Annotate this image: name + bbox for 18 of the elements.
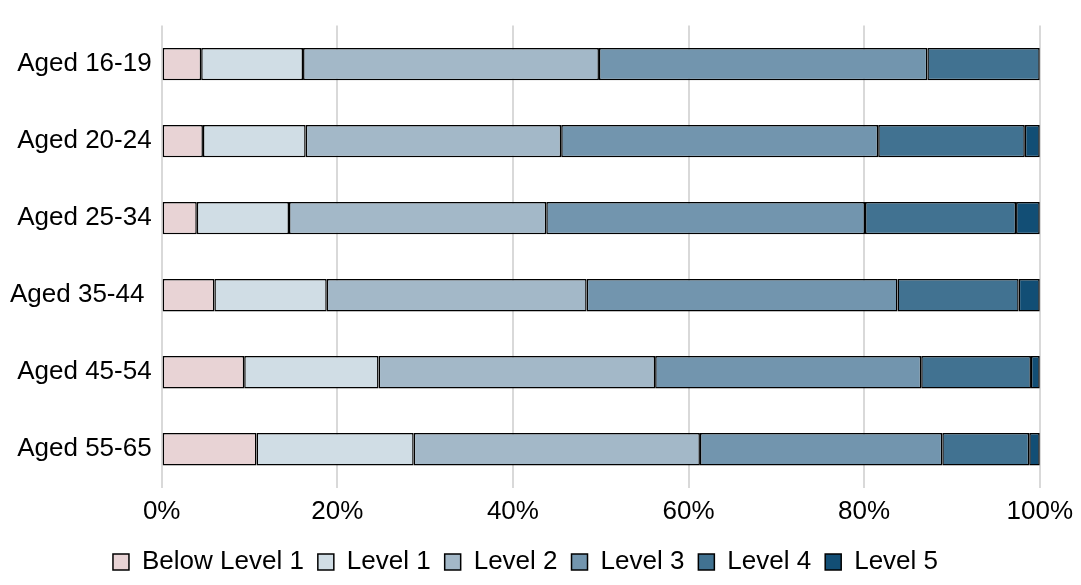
x-tick-label: 0% [142,494,181,525]
legend-label: Level 1 [346,545,431,576]
y-tick-label: Aged 55-65 [17,432,152,463]
y-tick-label: Aged 16-19 [17,47,152,78]
x-tick-label: 100% [1006,494,1073,525]
legend-label: Below Level 1 [141,545,304,576]
legend-label: Level 2 [473,545,558,576]
x-tick-label: 20% [311,494,364,525]
legend-label: Level 5 [854,545,939,576]
x-tick-label: 40% [486,494,539,525]
y-tick-label: Aged 35-44 [10,278,152,309]
x-tick-label: 80% [838,494,891,525]
legend-label: Level 3 [600,545,685,576]
y-tick-label: Aged 25-34 [17,201,152,232]
y-tick-label: Aged 20-24 [17,124,152,155]
legend-label: Level 4 [727,545,812,576]
x-tick-label: 60% [662,494,715,525]
y-tick-label: Aged 45-54 [17,355,152,386]
